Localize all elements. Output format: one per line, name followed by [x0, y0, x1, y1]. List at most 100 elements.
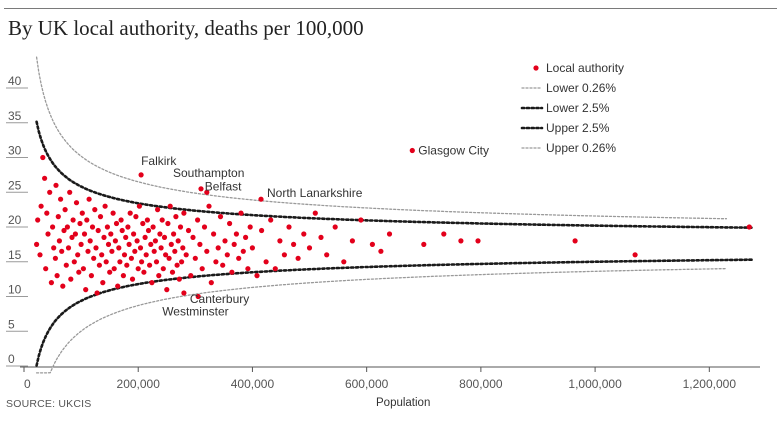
- data-point: [222, 238, 228, 244]
- data-point: [77, 220, 83, 227]
- data-point: [161, 234, 168, 240]
- data-point: [75, 252, 81, 258]
- data-point: [181, 290, 187, 296]
- data-point: [48, 280, 55, 286]
- data-point: [249, 245, 255, 251]
- data-point: [120, 273, 126, 279]
- data-point: [277, 238, 283, 244]
- annotation-label: North Lanarkshire: [267, 186, 363, 200]
- data-point: [107, 269, 113, 275]
- data-point: [69, 234, 75, 240]
- data-point: [97, 214, 104, 220]
- data-point: [268, 217, 274, 223]
- data-point: [201, 224, 208, 230]
- data-point: [113, 220, 120, 227]
- x-tick-label: 200,000: [117, 377, 161, 391]
- data-point: [195, 217, 201, 223]
- data-point: [458, 238, 464, 244]
- data-point: [72, 231, 78, 237]
- source-note: SOURCE: UKCIS: [6, 398, 92, 410]
- data-point: [111, 266, 117, 272]
- data-point: [208, 280, 214, 286]
- data-point: [40, 154, 46, 161]
- data-point: [128, 255, 134, 261]
- data-point: [108, 231, 114, 237]
- data-point: [174, 262, 180, 268]
- data-point: [312, 210, 318, 216]
- data-point: [421, 241, 427, 247]
- data-point: [159, 217, 165, 223]
- data-point: [110, 210, 116, 216]
- legend: Local authority Lower 0.26% Lower 2.5% Uppe…: [520, 61, 624, 155]
- data-point: [247, 224, 253, 230]
- data-point: [141, 269, 147, 275]
- data-point: [198, 186, 204, 192]
- data-point: [93, 245, 99, 251]
- data-point: [91, 255, 97, 261]
- data-point: [101, 234, 107, 240]
- data-point: [153, 259, 160, 265]
- data-point: [166, 255, 172, 261]
- data-point: [115, 283, 121, 289]
- data-point: [324, 252, 330, 258]
- x-tick-label: 600,000: [345, 377, 389, 391]
- annotation-label: Glasgow City: [418, 144, 489, 158]
- data-point: [157, 231, 163, 237]
- data-point: [80, 266, 86, 272]
- data-point: [81, 231, 88, 237]
- confidence-bands: [35, 56, 756, 374]
- data-point: [44, 210, 50, 216]
- data-point: [119, 227, 125, 234]
- data-point: [227, 220, 233, 227]
- data-point: [45, 231, 51, 237]
- data-point: [441, 231, 447, 237]
- data-point: [378, 248, 384, 254]
- band-lower-2-5-: [35, 258, 756, 367]
- data-point: [109, 248, 115, 254]
- data-point: [475, 238, 481, 244]
- data-point: [572, 238, 578, 244]
- data-point: [65, 245, 72, 251]
- x-axis-label: Population: [376, 397, 431, 409]
- data-point: [88, 273, 94, 279]
- data-point: [238, 210, 244, 216]
- data-point: [167, 203, 173, 209]
- data-point: [231, 241, 237, 247]
- y-tick-label: 20: [8, 213, 22, 227]
- x-tick-label: 1,200,000: [683, 377, 737, 391]
- band-upper-0-26-: [35, 56, 728, 220]
- data-point: [160, 266, 166, 272]
- data-point: [35, 217, 41, 223]
- data-point: [60, 283, 66, 289]
- annotation-label: Southampton: [173, 166, 244, 180]
- data-point: [67, 189, 73, 195]
- data-point: [158, 245, 164, 251]
- data-point: [164, 287, 170, 293]
- data-point: [156, 273, 162, 279]
- y-tick-label: 15: [8, 248, 22, 262]
- data-point: [52, 255, 59, 261]
- data-point: [259, 227, 265, 234]
- data-point: [149, 280, 155, 286]
- data-point: [131, 231, 137, 237]
- data-point: [116, 245, 122, 251]
- data-point: [37, 252, 43, 258]
- data-point: [62, 207, 68, 213]
- data-point: [34, 241, 40, 247]
- data-point: [746, 224, 752, 230]
- data-point: [86, 196, 92, 202]
- data-point: [103, 259, 109, 265]
- data-point: [125, 224, 131, 230]
- data-point: [172, 248, 178, 254]
- data-point: [163, 252, 169, 258]
- y-tick-label: 0: [8, 352, 15, 366]
- data-points: [34, 147, 752, 300]
- data-point: [83, 287, 89, 293]
- data-point: [121, 252, 128, 258]
- data-point: [175, 238, 181, 244]
- data-point: [104, 224, 110, 230]
- data-point: [137, 245, 144, 251]
- data-point: [85, 248, 91, 254]
- data-point: [144, 217, 150, 223]
